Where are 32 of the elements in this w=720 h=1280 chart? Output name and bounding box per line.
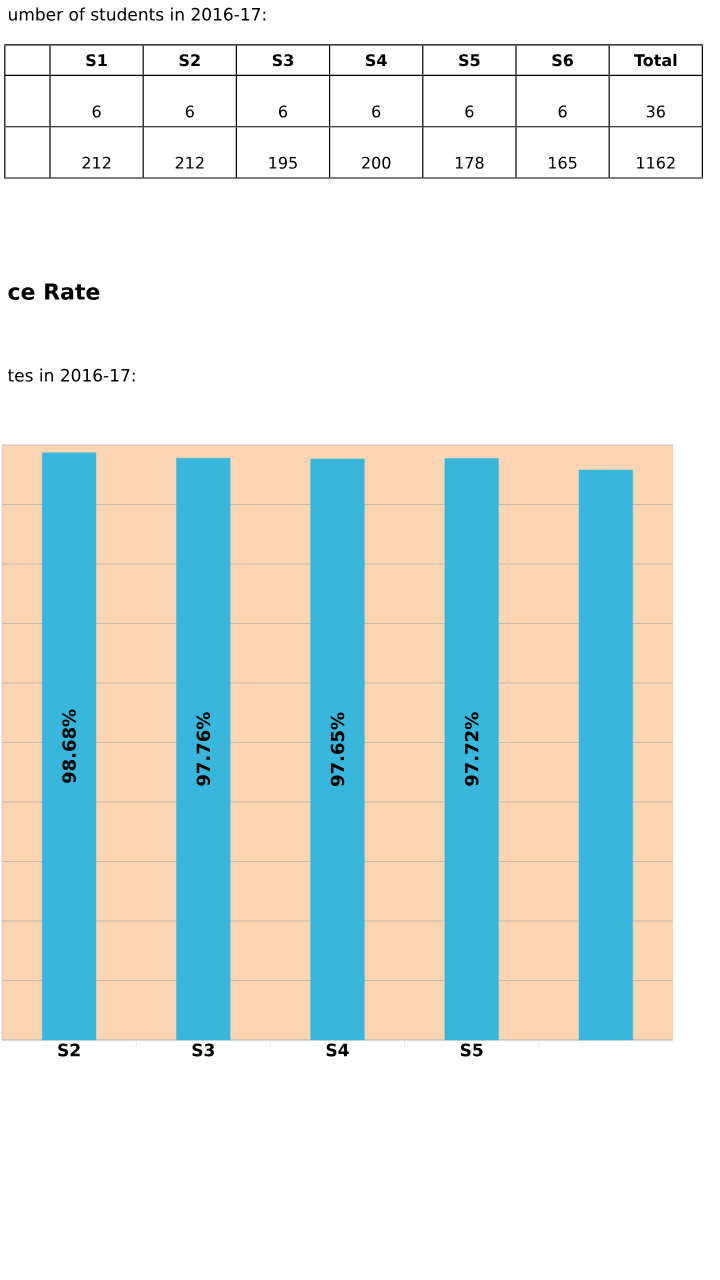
data-label: 6 bbox=[279, 105, 288, 118]
data-label: 195 bbox=[269, 156, 297, 169]
data-label: 98.68% bbox=[62, 709, 76, 783]
category-label: Total bbox=[634, 53, 677, 67]
category-label: S2 bbox=[179, 54, 200, 67]
data-label: 165 bbox=[549, 156, 577, 169]
category-label: S6 bbox=[552, 54, 574, 67]
data-label: 97.76% bbox=[196, 712, 211, 786]
data-label: 6 bbox=[372, 105, 381, 118]
data-label: 212 bbox=[175, 156, 204, 169]
x-tick-label: S3 bbox=[192, 1043, 214, 1057]
data-label: 6 bbox=[92, 105, 101, 118]
data-label: 36 bbox=[646, 105, 665, 118]
category-label: S1 bbox=[86, 54, 107, 67]
data-label: 1162 bbox=[637, 156, 675, 169]
x-tick-label: S2 bbox=[58, 1043, 80, 1057]
data-label: 6 bbox=[558, 105, 567, 118]
data-label: 178 bbox=[455, 156, 484, 169]
data-label: 6 bbox=[465, 105, 474, 118]
category-label: S3 bbox=[272, 54, 294, 67]
data-label: 212 bbox=[82, 156, 111, 169]
text: umber of students in 2016-17: bbox=[8, 7, 266, 21]
data-label: 200 bbox=[362, 156, 391, 169]
data-label: 6 bbox=[185, 105, 194, 118]
chart-subtitle: tes in 2016-17: bbox=[7, 368, 135, 382]
x-tick-label: S4 bbox=[326, 1043, 349, 1057]
category-label: S5 bbox=[459, 54, 480, 67]
x-tick-label: S5 bbox=[460, 1043, 483, 1057]
data-label: 97.65% bbox=[330, 712, 345, 787]
chart-title: ce Rate bbox=[8, 283, 100, 300]
data-label: 97.72% bbox=[464, 712, 479, 786]
category-label: S4 bbox=[366, 54, 387, 67]
